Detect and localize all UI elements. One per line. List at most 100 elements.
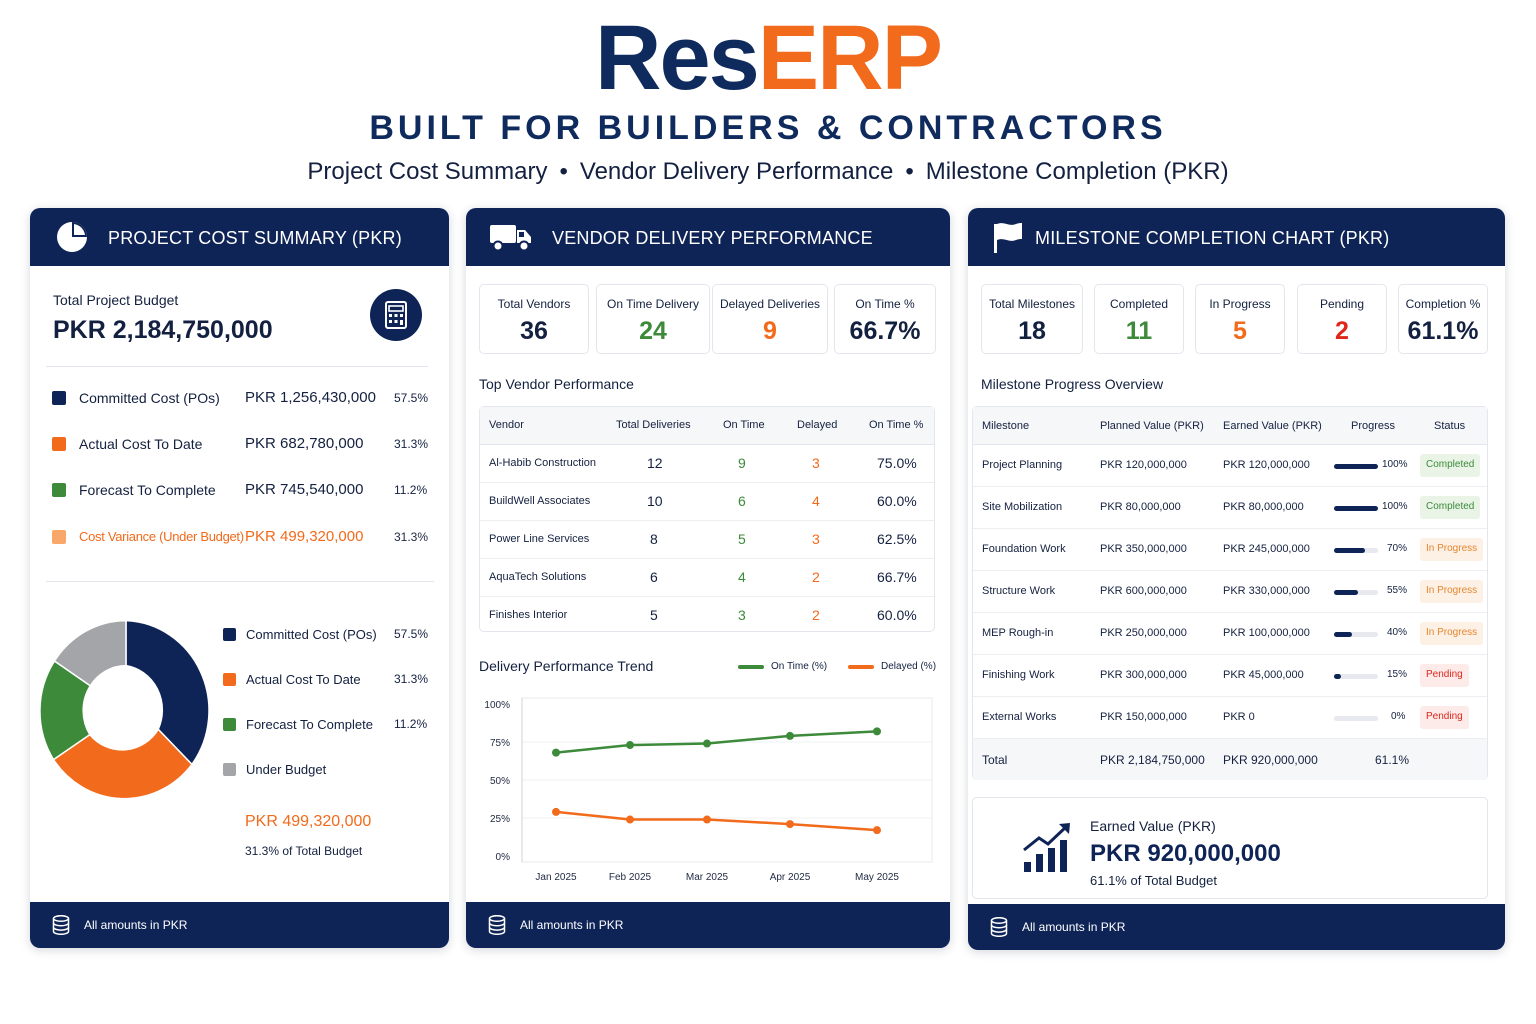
brand-logo: ResERP: [0, 12, 1536, 104]
legend-label: Delayed (%): [881, 661, 937, 672]
card-header: VENDOR DELIVERY PERFORMANCE: [466, 208, 950, 266]
kpi-value: 11: [1125, 317, 1153, 345]
truck-icon: [490, 225, 531, 252]
table-row: Site Mobilization PKR 80,000,000 PKR 80,00…: [973, 487, 1487, 529]
progress-bar-fill: [1334, 674, 1341, 679]
total-deliveries: 5: [650, 607, 658, 623]
kpi-label: Pending: [1319, 297, 1365, 311]
brand-tagline: BUILT FOR BUILDERS & CONTRACTORS: [369, 109, 1167, 147]
cost-row: Actual Cost To Date PKR 682,780,000 31.3…: [52, 434, 432, 454]
vendor-name: BuildWell Associates: [489, 495, 591, 507]
legend-percent: 57.5%: [394, 627, 429, 641]
kpi-completion-percent: Completion % 61.1%: [1398, 284, 1488, 354]
donut-legend-item: Forecast To Complete 11.2%: [223, 716, 433, 734]
kpi-value: 61.1%: [1407, 317, 1479, 345]
y-tick-label: 50%: [490, 776, 510, 787]
vendor-table: Vendor Total Deliveries On Time Delayed …: [479, 406, 935, 632]
status-badge: Pending: [1420, 664, 1469, 687]
table-row: Structure Work PKR 600,000,000 PKR 330,000…: [973, 571, 1487, 613]
cost-row-amount: PKR 745,540,000: [245, 481, 364, 498]
on-time-count: 5: [738, 531, 746, 547]
table-total-row: Total PKR 2,184,750,000 PKR 920,000,000 …: [973, 739, 1487, 780]
on-time-percent: 75.0%: [877, 455, 917, 471]
cost-row-percent: 57.5%: [394, 391, 429, 405]
table-row: MEP Rough-in PKR 250,000,000 PKR 100,000,0…: [973, 613, 1487, 655]
kpi-label: Delayed Deliveries: [719, 297, 821, 311]
table-row: Finishes Interior 5 3 2 60.0%: [480, 597, 934, 635]
total-deliveries: 12: [647, 455, 663, 471]
column-header: Status: [1434, 420, 1466, 432]
progress-bar: [1334, 548, 1378, 553]
cost-row: Forecast To Complete PKR 745,540,000 11.…: [52, 480, 432, 500]
column-header: On Time %: [869, 419, 924, 431]
kpi-value: 18: [1018, 317, 1046, 345]
database-icon: [52, 915, 70, 935]
column-header: On Time: [723, 419, 765, 431]
legend-label: Actual Cost To Date: [246, 672, 361, 687]
brand-part-1: Res: [595, 7, 760, 109]
under-budget-amount: PKR 499,320,000: [245, 813, 372, 830]
progress-percent: 15%: [1387, 669, 1408, 680]
y-tick-label: 25%: [490, 814, 510, 825]
card-header: MILESTONE COMPLETION CHART (PKR): [968, 208, 1505, 266]
kpi-label: In Progress: [1209, 297, 1271, 311]
kpi-label: On Time Delivery: [606, 297, 700, 311]
project-cost-card: PROJECT COST SUMMARY (PKR) Total Project…: [30, 208, 449, 948]
data-point: [626, 815, 634, 824]
cost-row: Committed Cost (POs) PKR 1,256,430,000 5…: [52, 388, 432, 408]
total-budget-label: Total Project Budget: [53, 292, 179, 308]
on-time-percent: 66.7%: [877, 569, 917, 585]
delivery-trend-chart: 100% 75% 50% 25% 0% Jan 2025 Feb 2025 Mar 2025 A…: [484, 697, 933, 883]
earned-value: PKR 0: [1223, 711, 1255, 723]
legend-line-swatch: [738, 665, 764, 669]
card-footer: All amounts in PKR: [968, 904, 1505, 950]
kpi-pending: Pending 2: [1297, 284, 1387, 354]
milestone-name: Structure Work: [982, 585, 1056, 597]
card-title: PROJECT COST SUMMARY (PKR): [108, 228, 402, 248]
x-tick-label: Apr 2025: [770, 872, 811, 883]
planned-value: PKR 250,000,000: [1100, 627, 1187, 639]
total-deliveries: 8: [650, 531, 658, 547]
legend-swatch: [223, 673, 236, 686]
data-point: [873, 727, 881, 736]
earned-value: PKR 245,000,000: [1223, 543, 1310, 555]
vendor-delivery-card: VENDOR DELIVERY PERFORMANCE Total Vendor…: [466, 208, 950, 948]
section-title: Top Vendor Performance: [479, 376, 634, 392]
kpi-value: 2: [1335, 317, 1349, 345]
subtitle-item-milestone: Milestone Completion (PKR): [925, 158, 1229, 185]
legend-label: Committed Cost (POs): [246, 627, 377, 642]
earned-value: PKR 120,000,000: [1223, 459, 1310, 471]
kpi-on-time-percent: On Time % 66.7%: [834, 284, 936, 354]
table-row: Al-Habib Construction 12 9 3 75.0%: [480, 445, 934, 483]
status-badge: Completed: [1420, 496, 1481, 519]
cost-row-label: Actual Cost To Date: [79, 436, 203, 452]
milestone-name: External Works: [982, 711, 1057, 723]
cost-row-amount: PKR 682,780,000: [245, 435, 364, 452]
legend-percent: 11.2%: [394, 717, 428, 731]
y-tick-label: 100%: [484, 700, 510, 711]
database-icon: [990, 917, 1008, 937]
milestone-name: MEP Rough-in: [982, 627, 1054, 639]
column-header: Planned Value (PKR): [1100, 420, 1204, 432]
x-tick-label: Jan 2025: [535, 872, 577, 883]
legend-line-swatch: [848, 665, 874, 669]
progress-percent: 0%: [1391, 711, 1406, 722]
column-header: Progress: [1351, 420, 1396, 432]
cost-row-percent: 31.3%: [394, 437, 429, 451]
table-row: Project Planning PKR 120,000,000 PKR 120,0…: [973, 445, 1487, 487]
pie-chart-icon: [57, 222, 87, 252]
milestone-name: Foundation Work: [982, 543, 1066, 555]
kpi-value: 36: [520, 317, 548, 345]
data-point: [873, 826, 881, 835]
earned-value-summary: Earned Value (PKR) PKR 920,000,000 61.1%…: [972, 797, 1488, 899]
growth-chart-icon: [1023, 823, 1070, 872]
card-title: VENDOR DELIVERY PERFORMANCE: [552, 228, 873, 248]
column-header: Total Deliveries: [616, 419, 691, 431]
page-subtitle: Project Cost Summary • Vendor Delivery Per…: [0, 158, 1536, 186]
card-header: PROJECT COST SUMMARY (PKR): [30, 208, 449, 266]
data-point: [552, 748, 560, 757]
on-time-count: 3: [738, 607, 746, 623]
divider: [46, 366, 428, 367]
table-header: Milestone Planned Value (PKR) Earned Val…: [973, 407, 1487, 445]
status-badge: In Progress: [1420, 580, 1484, 603]
